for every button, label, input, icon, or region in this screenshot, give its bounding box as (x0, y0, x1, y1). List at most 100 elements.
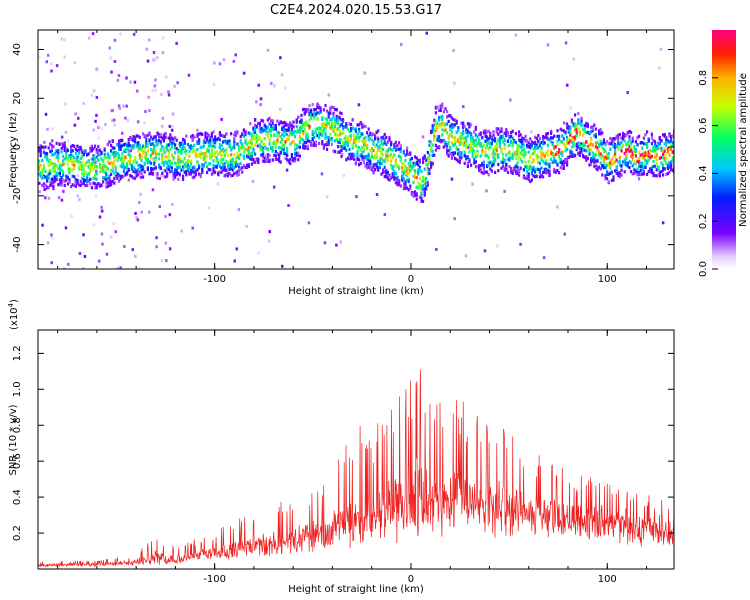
heatmap-cell (68, 158, 71, 162)
heatmap-cell (537, 146, 540, 150)
heatmap-cell (599, 152, 602, 156)
heatmap-cell (455, 130, 458, 134)
heatmap-cell (470, 143, 473, 147)
heatmap-cell (199, 132, 202, 136)
heatmap-cell (591, 151, 594, 155)
heatmap-cell (402, 168, 405, 172)
heatmap-cell (230, 132, 233, 136)
heatmap-cell (532, 165, 535, 170)
heatmap-cell (563, 232, 566, 236)
heatmap-cell (490, 141, 493, 145)
heatmap-cell (234, 53, 237, 57)
heatmap-cell (642, 152, 645, 156)
heatmap-cell (250, 134, 253, 138)
heatmap-cell (143, 162, 146, 166)
heatmap-cell (340, 144, 343, 149)
heatmap-cell (228, 142, 231, 146)
heatmap-cell (337, 118, 340, 122)
heatmap-cell (386, 172, 389, 176)
heatmap-cell (73, 164, 76, 168)
heatmap-cell (369, 156, 372, 161)
heatmap-cell (249, 154, 252, 158)
heatmap-cell (487, 137, 490, 141)
heatmap-cell (670, 135, 673, 139)
heatmap-cell (146, 166, 149, 170)
heatmap-cell (642, 172, 645, 176)
heatmap-cell (249, 146, 252, 150)
heatmap-cell (465, 143, 468, 147)
heatmap-cell (287, 128, 290, 132)
heatmap-cell (140, 210, 143, 214)
heatmap-cell (134, 211, 137, 215)
heatmap-cell (364, 156, 367, 160)
heatmap-cell (562, 160, 565, 164)
heatmap-cell (479, 131, 482, 135)
heatmap-cell (207, 162, 210, 166)
heatmap-cell (52, 177, 55, 181)
heatmap-cell (153, 149, 156, 153)
heatmap-cell (556, 168, 559, 173)
heatmap-cell (502, 165, 505, 169)
heatmap-cell (535, 153, 538, 157)
heatmap-cell (212, 171, 215, 175)
heatmap-cell (607, 172, 610, 176)
heatmap-cell (521, 153, 524, 157)
heatmap-cell (121, 138, 124, 142)
heatmap-cell (204, 154, 207, 158)
heatmap-cell (553, 146, 556, 150)
heatmap-cell (254, 160, 257, 164)
heatmap-cell (168, 213, 172, 217)
heatmap-cell (631, 153, 634, 157)
heatmap-cell (657, 173, 660, 177)
heatmap-cell (273, 140, 276, 144)
heatmap-cell (641, 140, 644, 145)
heatmap-cell (662, 166, 665, 170)
heatmap-cell (263, 124, 266, 128)
heatmap-cell (185, 169, 188, 174)
heatmap-cell (206, 164, 209, 168)
heatmap-cell (522, 153, 525, 157)
heatmap-cell (190, 162, 193, 166)
heatmap-cell (374, 163, 377, 167)
snr-scale-note: (x104) (7, 299, 20, 330)
heatmap-cell (438, 137, 441, 141)
heatmap-cell (270, 81, 273, 85)
heatmap-cell (76, 149, 79, 153)
heatmap-cell (82, 181, 85, 185)
heatmap-cell (215, 165, 218, 169)
heatmap-cell (225, 132, 228, 136)
heatmap-cell (569, 151, 572, 155)
heatmap-cell (79, 147, 82, 151)
heatmap-cell (402, 187, 405, 191)
heatmap-cell (618, 156, 621, 160)
heatmap-cell (44, 175, 47, 179)
heatmap-cell (487, 163, 490, 168)
heatmap-cell (540, 141, 543, 145)
heatmap-cell (228, 139, 231, 143)
heatmap-cell (566, 141, 569, 145)
heatmap-cell (325, 195, 329, 199)
heatmap-cell (430, 161, 433, 165)
heatmap-cell (617, 171, 620, 175)
heatmap-cell (570, 154, 573, 158)
heatmap-cell (553, 134, 556, 138)
heatmap-cell (407, 166, 410, 170)
heatmap-cell (335, 108, 338, 112)
heatmap-cell (90, 157, 94, 161)
heatmap-cell (38, 55, 41, 59)
heatmap-cell (604, 149, 607, 153)
heatmap-cell (60, 176, 63, 180)
heatmap-cell (423, 178, 426, 182)
heatmap-cell (134, 136, 137, 140)
heatmap-cell (580, 116, 583, 120)
heatmap-cell (177, 177, 180, 181)
heatmap-cell (199, 153, 202, 157)
heatmap-cell (519, 166, 522, 170)
heatmap-cell (185, 172, 188, 176)
heatmap-cell (250, 154, 253, 158)
heatmap-cell (74, 112, 77, 116)
heatmap-cell (327, 114, 330, 118)
y-tick-label: 40 (12, 43, 23, 56)
heatmap-cell (458, 140, 461, 144)
heatmap-cell (345, 135, 348, 139)
